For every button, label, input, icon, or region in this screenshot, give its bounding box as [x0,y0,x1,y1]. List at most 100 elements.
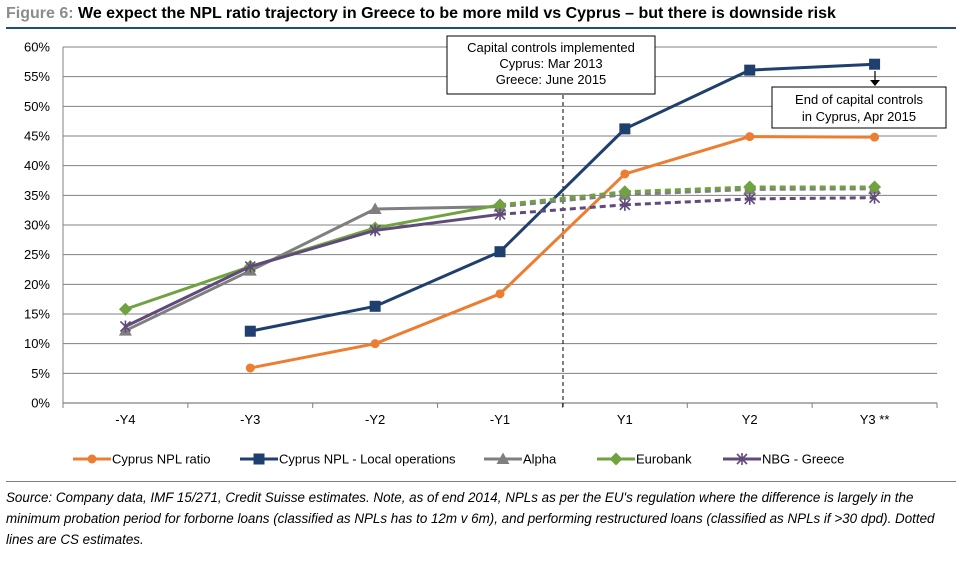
x-tick-label: -Y3 [240,412,260,427]
series-line-segment [373,203,502,230]
series-cyprus-npl-local-operations [244,58,881,337]
series-line-segment [123,269,252,333]
data-point [368,202,382,214]
series-line-segment [623,135,752,176]
y-tick-label: 60% [24,40,50,55]
x-tick-label: Y2 [742,412,758,427]
series-line-segment [373,250,502,308]
figure-label: Figure 6: [6,5,74,22]
x-tick-label: -Y2 [365,412,385,427]
series-line-segment [749,196,875,201]
data-point [369,224,381,237]
legend-item: Eurobank [597,452,692,467]
legend-item: Cyprus NPL - Local operations [240,452,456,467]
annotation-capital-controls-box [446,35,656,95]
y-tick-label: 40% [24,158,50,173]
source-divider [6,481,956,482]
series-line-segment [123,265,252,311]
data-point [118,302,132,316]
data-point [618,185,632,199]
series-line-segment [624,197,750,207]
data-point [495,289,505,299]
series-cyprus-npl-ratio [245,132,880,373]
series-line-segment [499,190,626,207]
data-point [744,64,756,76]
x-axis: -Y4 -Y3 -Y2 -Y1 Y1 Y2 Y3 ** [62,47,938,427]
series-line-segment [373,205,502,211]
x-tick-label: Y1 [617,412,633,427]
data-point [869,191,881,204]
series-line-segment [624,187,750,197]
legend-item: Cyprus NPL ratio [73,452,211,467]
legend-item: NBG - Greece [723,452,844,467]
series-line-segment [623,68,752,131]
legend-label: NBG - Greece [762,452,844,467]
y-tick-label: 5% [31,366,50,381]
annotation-arrow-head [870,80,880,86]
legend-swatch-marker [496,452,510,464]
series-line-segment [748,135,877,139]
annotation-end-controls-line-1: End of capital controls [795,92,923,107]
legend-label: Eurobank [636,452,692,467]
data-point [494,246,506,258]
annotation-end-controls-box [771,86,947,129]
legend-label: Cyprus NPL - Local operations [279,452,456,467]
data-point [493,198,507,212]
series-line-segment [248,342,377,370]
annotation-end-controls: End of capital controls in Cyprus, Apr 2… [771,71,947,129]
legend-swatch-marker [253,453,265,465]
series-line-segment [373,292,502,346]
data-point [620,169,630,179]
y-tick-label: 45% [24,129,50,144]
series-line-segment [123,265,252,328]
legend-swatch-marker [736,453,748,465]
y-tick-label: 55% [24,69,50,84]
annotation-capital-controls-line-1: Capital controls implemented [467,40,635,55]
y-tick-label: 35% [24,188,50,203]
series-line-segment [248,304,377,333]
chart-legend: Cyprus NPL ratio Cyprus NPL - Local opera… [73,452,844,467]
data-point [244,260,256,273]
figure-title-text: We expect the NPL ratio trajectory in Gr… [78,5,836,22]
data-point [743,180,757,194]
data-point [244,325,256,337]
legend-swatch-marker [87,454,97,464]
data-point [869,58,881,70]
data-point [369,300,381,312]
data-point [370,339,380,349]
annotation-capital-controls-line-2: Cyprus: Mar 2013 [499,56,602,71]
annotation-capital-controls-line-3: Greece: June 2015 [496,72,607,87]
series-line-segment [499,193,625,209]
y-tick-label: 25% [24,247,50,262]
series-line-segment [498,127,627,254]
series-nbg-greece [119,191,881,333]
y-axis-ticks: 0% 5% 10% 15% 20% 25% 30% 35% 40% 45% 50% 55% 60% [24,40,50,411]
x-tick-label: -Y1 [490,412,510,427]
annotation-end-controls-line-2: in Cyprus, Apr 2015 [802,109,916,124]
y-tick-label: 10% [24,336,50,351]
data-point [245,363,255,373]
series-line-segment [749,187,875,191]
series-line-segment [499,203,625,216]
series-group [118,58,882,373]
figure-title: Figure 6: We expect the NPL ratio trajec… [6,5,956,29]
x-tick-label: -Y4 [115,412,135,427]
legend-label: Alpha [523,452,557,467]
legend-label: Cyprus NPL ratio [112,452,211,467]
y-tick-label: 15% [24,307,50,322]
data-point [868,180,882,194]
series-line-segment [624,185,750,194]
data-point [494,208,506,221]
legend-swatch-marker [609,452,623,466]
y-tick-label: 30% [24,218,50,233]
data-point [870,132,880,142]
data-point [745,132,755,142]
y-tick-label: 50% [24,99,50,114]
x-tick-label: Y3 ** [860,412,890,427]
npl-line-chart: 0% 5% 10% 15% 20% 25% 30% 35% 40% 45% 50% 55% 60% -Y… [24,35,947,467]
series-line-segment [248,228,377,269]
series-line-segment [373,212,502,232]
data-point [744,192,756,205]
annotation-capital-controls: Capital controls implemented Cyprus: Mar… [446,35,656,95]
y-tick-label: 20% [24,277,50,292]
